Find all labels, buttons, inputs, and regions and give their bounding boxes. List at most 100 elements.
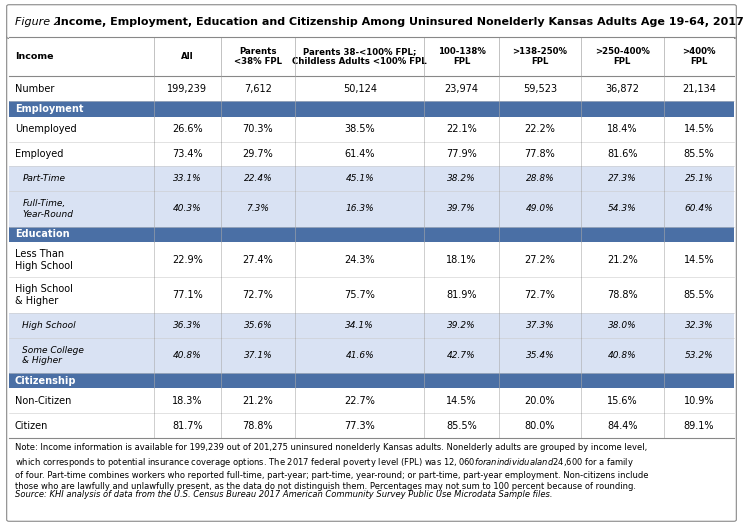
Text: 39.7%: 39.7% xyxy=(447,205,476,214)
Text: 45.1%: 45.1% xyxy=(345,175,374,184)
Text: 199,239: 199,239 xyxy=(167,84,207,94)
Bar xyxy=(9,101,734,117)
Text: 22.4%: 22.4% xyxy=(244,175,272,184)
Bar xyxy=(9,373,734,388)
Text: 21.2%: 21.2% xyxy=(607,255,637,265)
Text: 81.6%: 81.6% xyxy=(607,149,637,159)
Text: 27.3%: 27.3% xyxy=(608,175,637,184)
Text: High School
& Higher: High School & Higher xyxy=(15,284,73,306)
Text: 22.1%: 22.1% xyxy=(447,124,477,134)
Text: 36.3%: 36.3% xyxy=(173,321,201,330)
Text: 81.7%: 81.7% xyxy=(172,421,203,431)
Text: 61.4%: 61.4% xyxy=(345,149,375,159)
Text: 80.0%: 80.0% xyxy=(525,421,555,431)
Bar xyxy=(9,413,734,438)
Text: 100-138%
FPL: 100-138% FPL xyxy=(438,47,486,66)
Text: 23,974: 23,974 xyxy=(444,84,478,94)
Bar xyxy=(9,167,734,191)
Text: 72.7%: 72.7% xyxy=(242,290,273,300)
Text: 53.2%: 53.2% xyxy=(684,351,713,360)
Text: 38.2%: 38.2% xyxy=(447,175,476,184)
Text: 20.0%: 20.0% xyxy=(525,396,555,406)
Text: 84.4%: 84.4% xyxy=(607,421,637,431)
Text: 21.2%: 21.2% xyxy=(242,396,273,406)
Text: 85.5%: 85.5% xyxy=(684,290,714,300)
Text: 85.5%: 85.5% xyxy=(684,149,714,159)
Text: 41.6%: 41.6% xyxy=(345,351,374,360)
Text: 77.9%: 77.9% xyxy=(447,149,477,159)
Text: Income, Employment, Education and Citizenship Among Uninsured Nonelderly Kansas : Income, Employment, Education and Citize… xyxy=(53,16,743,27)
Text: Note: Income information is available for 199,239 out of 201,275 uninsured nonel: Note: Income information is available fo… xyxy=(15,443,649,491)
Bar xyxy=(9,312,734,338)
Text: 15.6%: 15.6% xyxy=(607,396,637,406)
Text: 60.4%: 60.4% xyxy=(684,205,713,214)
Text: Part-Time: Part-Time xyxy=(22,175,65,184)
Text: Figure 2.: Figure 2. xyxy=(15,16,64,27)
Text: 77.3%: 77.3% xyxy=(344,421,375,431)
Bar xyxy=(9,76,734,101)
Bar xyxy=(9,388,734,413)
Text: Citizenship: Citizenship xyxy=(15,376,77,386)
Text: 26.6%: 26.6% xyxy=(172,124,203,134)
Text: >250-400%
FPL: >250-400% FPL xyxy=(595,47,650,66)
Text: Education: Education xyxy=(15,229,70,239)
Text: 10.9%: 10.9% xyxy=(684,396,714,406)
FancyBboxPatch shape xyxy=(7,5,736,38)
Text: 36,872: 36,872 xyxy=(606,84,640,94)
Bar xyxy=(9,227,734,242)
Text: 81.9%: 81.9% xyxy=(447,290,477,300)
Text: 38.0%: 38.0% xyxy=(608,321,637,330)
Text: 21,134: 21,134 xyxy=(682,84,716,94)
Text: 50,124: 50,124 xyxy=(343,84,377,94)
Text: 7.3%: 7.3% xyxy=(247,205,269,214)
Text: 18.4%: 18.4% xyxy=(607,124,637,134)
Text: Parents 38-<100% FPL;
Childless Adults <100% FPL: Parents 38-<100% FPL; Childless Adults <… xyxy=(293,47,427,66)
Text: 34.1%: 34.1% xyxy=(345,321,374,330)
Text: 22.7%: 22.7% xyxy=(344,396,375,406)
Text: 37.1%: 37.1% xyxy=(244,351,272,360)
Text: >400%
FPL: >400% FPL xyxy=(682,47,716,66)
FancyBboxPatch shape xyxy=(7,35,736,521)
Text: Source: KHI analysis of data from the U.S. Census Bureau 2017 American Community: Source: KHI analysis of data from the U.… xyxy=(15,490,552,499)
Text: 35.6%: 35.6% xyxy=(244,321,272,330)
Text: 27.4%: 27.4% xyxy=(242,255,273,265)
Text: 77.1%: 77.1% xyxy=(172,290,203,300)
Text: 7,612: 7,612 xyxy=(244,84,272,94)
Bar xyxy=(9,191,734,227)
Text: 40.3%: 40.3% xyxy=(173,205,201,214)
Text: 35.4%: 35.4% xyxy=(526,351,554,360)
Text: 39.2%: 39.2% xyxy=(447,321,476,330)
Text: 32.3%: 32.3% xyxy=(684,321,713,330)
Text: Employment: Employment xyxy=(15,104,83,114)
Text: 40.8%: 40.8% xyxy=(173,351,201,360)
Text: Non-Citizen: Non-Citizen xyxy=(15,396,71,406)
Text: 18.3%: 18.3% xyxy=(172,396,203,406)
Text: 54.3%: 54.3% xyxy=(608,205,637,214)
Text: 77.8%: 77.8% xyxy=(525,149,556,159)
Bar xyxy=(9,338,734,373)
Bar xyxy=(9,242,734,277)
Bar xyxy=(9,117,734,141)
Text: 37.3%: 37.3% xyxy=(526,321,554,330)
Text: Income: Income xyxy=(15,52,53,61)
Text: >138-250%
FPL: >138-250% FPL xyxy=(513,47,568,66)
Text: 14.5%: 14.5% xyxy=(447,396,477,406)
Text: 78.8%: 78.8% xyxy=(242,421,273,431)
Text: 25.1%: 25.1% xyxy=(684,175,713,184)
Text: Full-Time,
Year-Round: Full-Time, Year-Round xyxy=(22,199,74,219)
Text: Citizen: Citizen xyxy=(15,421,48,431)
Text: 38.5%: 38.5% xyxy=(345,124,375,134)
Text: 78.8%: 78.8% xyxy=(607,290,637,300)
Text: 49.0%: 49.0% xyxy=(526,205,554,214)
Text: 22.9%: 22.9% xyxy=(172,255,203,265)
Text: Unemployed: Unemployed xyxy=(15,124,77,134)
Bar xyxy=(9,37,734,76)
Text: 73.4%: 73.4% xyxy=(172,149,203,159)
Text: 14.5%: 14.5% xyxy=(684,124,714,134)
Text: High School: High School xyxy=(22,321,76,330)
Text: 28.8%: 28.8% xyxy=(526,175,554,184)
Text: 18.1%: 18.1% xyxy=(447,255,477,265)
Text: 29.7%: 29.7% xyxy=(242,149,273,159)
Text: 59,523: 59,523 xyxy=(523,84,557,94)
Bar xyxy=(9,141,734,167)
